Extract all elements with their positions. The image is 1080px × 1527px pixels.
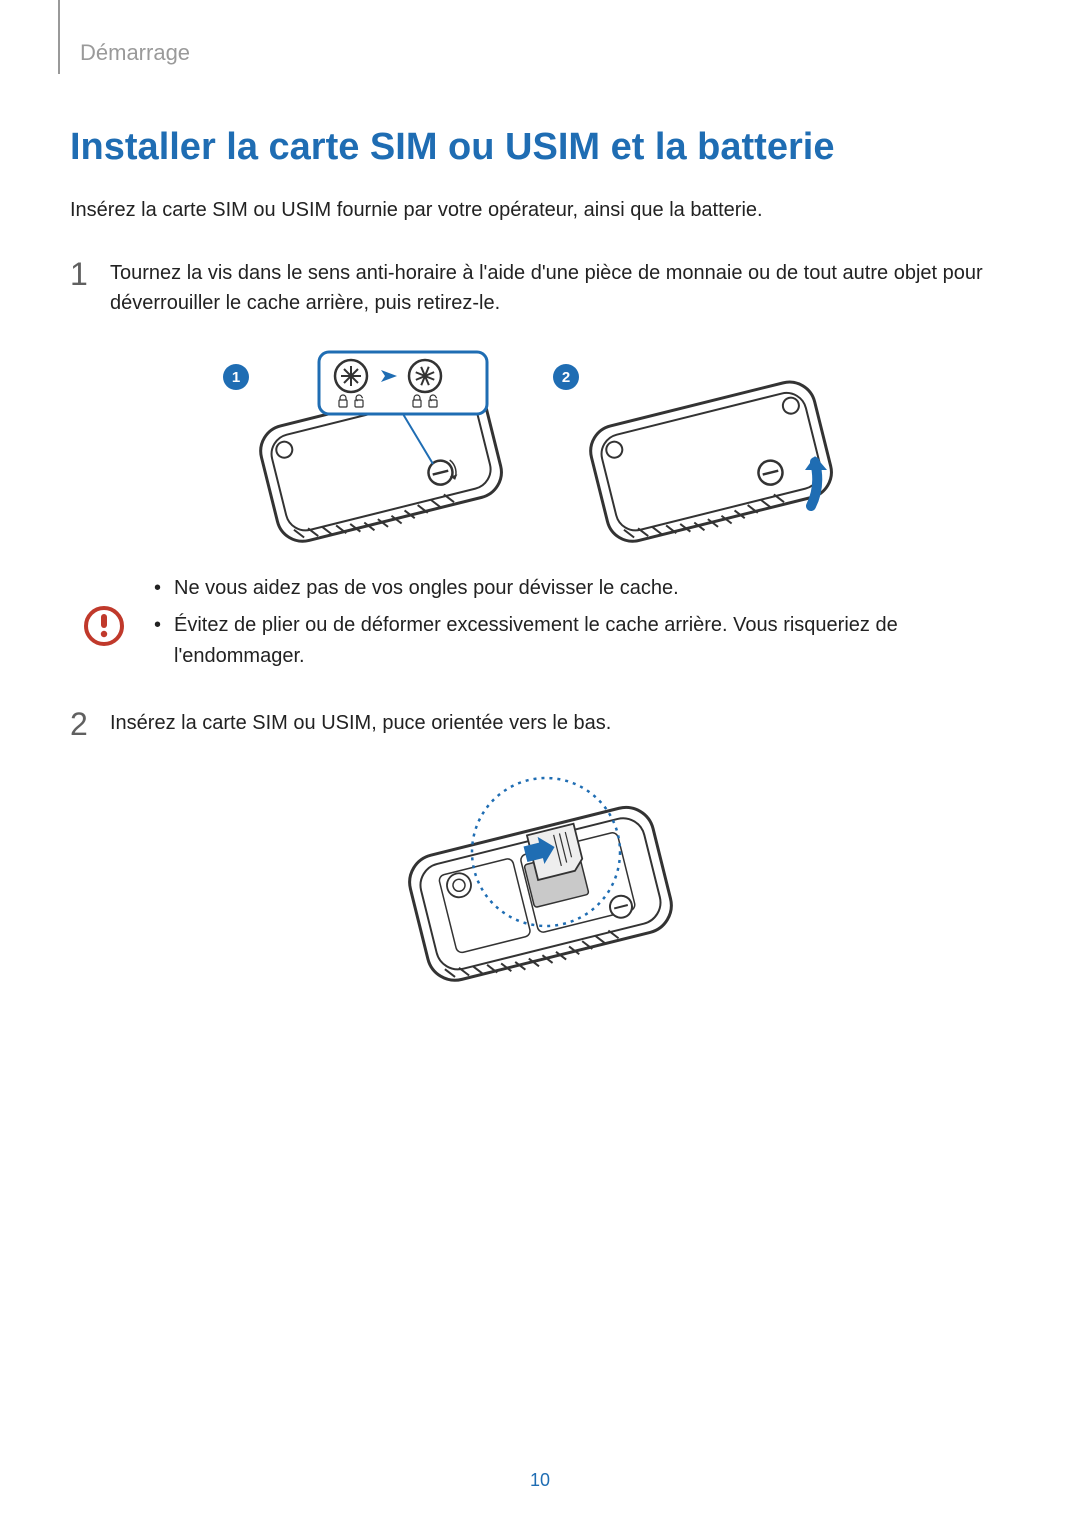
figure-step1-panel-2: 2 (555, 348, 855, 553)
warning-block: Ne vous aidez pas de vos ongles pour dév… (82, 573, 1010, 678)
sim-insert-illustration (380, 766, 700, 996)
warning-item-2: Évitez de plier ou de déformer excessive… (148, 610, 1010, 672)
page: Démarrage Installer la carte SIM ou USIM… (0, 0, 1080, 1527)
figure-step1: 1 (70, 348, 1010, 553)
callout-badge-2: 2 (553, 364, 579, 390)
step-1: 1 Tournez la vis dans le sens anti-horai… (70, 258, 1010, 318)
phone-lift-cover-illustration (555, 348, 855, 548)
warning-list: Ne vous aidez pas de vos ongles pour dév… (148, 573, 1010, 678)
step-1-text: Tournez la vis dans le sens anti-horaire… (110, 258, 1010, 318)
phone-unlock-illustration (225, 348, 525, 548)
figure-step1-panel-1: 1 (225, 348, 525, 553)
section-header-label: Démarrage (80, 40, 190, 66)
header-rule (58, 0, 60, 74)
step-2-number: 2 (70, 708, 110, 740)
figure-step2 (70, 766, 1010, 996)
step-2: 2 Insérez la carte SIM ou USIM, puce ori… (70, 708, 1010, 740)
caution-icon (82, 604, 126, 648)
page-title: Installer la carte SIM ou USIM et la bat… (70, 126, 1010, 169)
warning-item-1: Ne vous aidez pas de vos ongles pour dév… (148, 573, 1010, 604)
intro-paragraph: Insérez la carte SIM ou USIM fournie par… (70, 197, 1010, 224)
step-2-text: Insérez la carte SIM ou USIM, puce orien… (110, 708, 1010, 740)
step-1-number: 1 (70, 258, 110, 318)
callout-badge-1: 1 (223, 364, 249, 390)
page-number: 10 (0, 1470, 1080, 1491)
